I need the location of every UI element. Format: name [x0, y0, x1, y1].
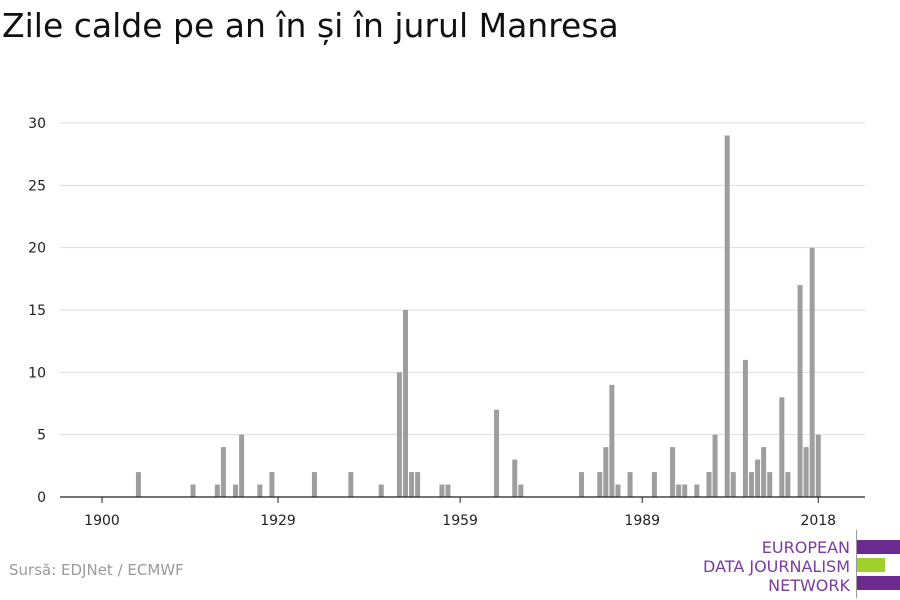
y-tick-label: 15: [28, 303, 46, 319]
bar-1984: [609, 384, 615, 497]
y-tick-label: 30: [28, 116, 46, 132]
logo-bar-purple-top: [857, 540, 900, 554]
x-tick-label: 1900: [84, 513, 120, 529]
bar-1969: [518, 484, 524, 497]
bar-1920: [220, 447, 226, 497]
bar-1923: [239, 434, 245, 497]
bar-1998: [694, 484, 700, 497]
bar-1906: [135, 472, 141, 497]
bar-1950: [403, 310, 408, 497]
y-tick-label: 10: [28, 365, 46, 381]
bar-1941: [348, 472, 354, 497]
bar-1994: [670, 447, 676, 497]
x-tick-label: 1959: [442, 513, 478, 529]
bar-1956: [439, 484, 445, 497]
bar-1949: [396, 372, 402, 497]
bar-1983: [603, 447, 609, 497]
y-tick-label: 20: [28, 241, 46, 257]
bar-1965: [494, 409, 500, 497]
bar-2007: [748, 472, 754, 497]
logo-line-european: EUROPEAN: [761, 538, 850, 557]
bar-1995: [676, 484, 682, 497]
bar-2003: [724, 135, 730, 497]
bar-1915: [190, 484, 196, 497]
y-tick-label: 25: [28, 178, 46, 194]
bar-1991: [651, 472, 657, 497]
bar-2013: [785, 472, 791, 497]
bar-2006: [742, 359, 748, 497]
logo-bar-green: [857, 558, 885, 572]
x-tick-label: 2018: [800, 513, 836, 529]
bar-2016: [803, 447, 809, 497]
x-tick-label: 1929: [260, 513, 296, 529]
x-tick-label: 1989: [624, 513, 660, 529]
bar-2000: [706, 472, 712, 497]
bar-1926: [257, 484, 263, 497]
bar-1985: [615, 484, 621, 497]
bar-1979: [579, 472, 585, 497]
chart-title: Zile calde pe an în și în jurul Manresa: [2, 6, 619, 45]
logo-text: EUROPEAN DATA JOURNALISM NETWORK: [703, 538, 850, 595]
bar-1987: [627, 472, 633, 497]
logo-line-network: NETWORK: [768, 576, 850, 595]
bar-1919: [214, 484, 220, 497]
bar-2008: [755, 459, 761, 497]
bar-2010: [767, 472, 773, 497]
bar-2015: [797, 285, 803, 497]
bar-2004: [730, 472, 736, 497]
bar-1968: [512, 459, 518, 497]
bar-1982: [597, 472, 603, 497]
bar-2012: [779, 397, 785, 497]
bar-2009: [761, 447, 767, 497]
source-note: Sursă: EDJNet / ECMWF: [9, 561, 184, 579]
logo-divider: [856, 530, 857, 598]
y-tick-label: 0: [37, 490, 46, 506]
bar-2018: [815, 434, 821, 497]
bar-1996: [682, 484, 688, 497]
bar-1951: [409, 472, 415, 497]
bar-2017: [809, 247, 815, 497]
bar-1928: [269, 472, 275, 497]
bar-1946: [378, 484, 384, 497]
bar-1957: [445, 484, 451, 497]
bar-2001: [712, 434, 718, 497]
bar-1935: [311, 472, 317, 497]
logo-bar-purple-bottom: [857, 576, 900, 590]
y-tick-label: 5: [37, 428, 46, 444]
logo-line-data-journalism: DATA JOURNALISM: [703, 557, 850, 576]
bar-1922: [233, 484, 239, 497]
edjnet-logo: EUROPEAN DATA JOURNALISM NETWORK: [700, 528, 900, 600]
bar-1952: [415, 472, 421, 497]
